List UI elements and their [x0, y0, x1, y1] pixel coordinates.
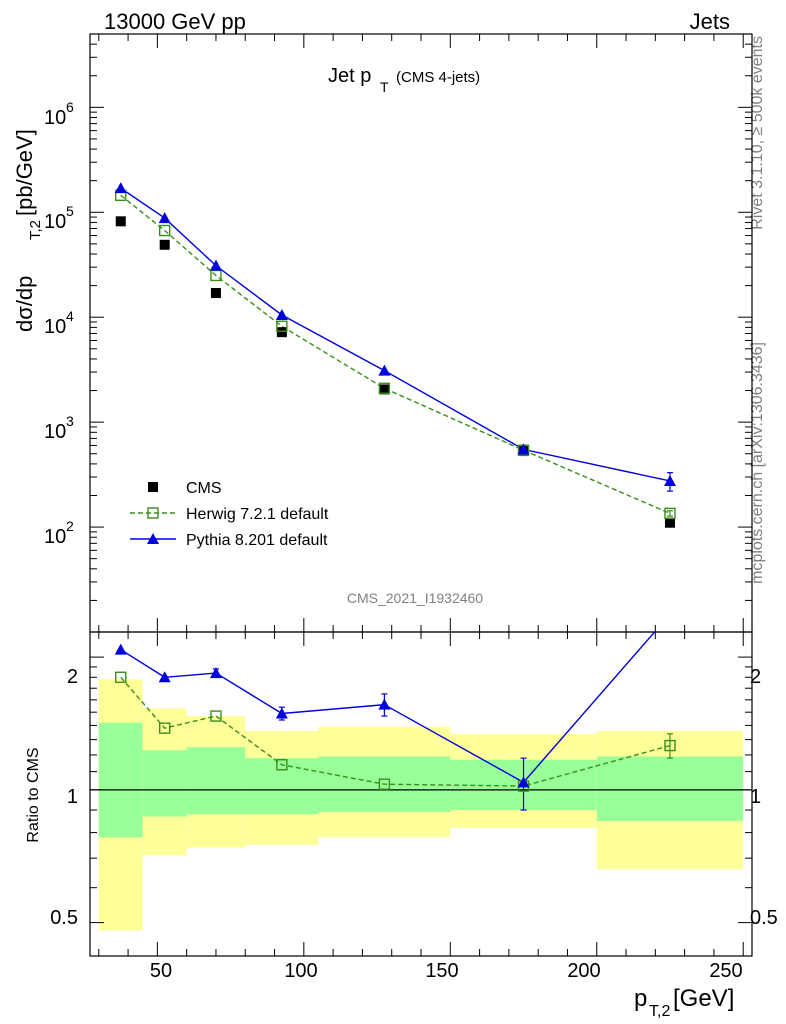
herwig-ratio-point [276, 759, 288, 771]
x-axis-label: p T,2 [GeV] [634, 985, 734, 1020]
main-y-axis-label: dσ/dp T,2 [pb/GeV] [12, 129, 44, 332]
pythia-ratio-point [158, 671, 171, 683]
plot-title: Jet p T (CMS 4-jets) [328, 65, 480, 95]
ratio-y-tick-labels: 0.5 1 2 0.5 1 2 [50, 666, 778, 929]
herwig-ratio-point [378, 778, 391, 790]
herwig-ratio-point [115, 671, 127, 683]
x-tick-50: 50 [150, 960, 172, 982]
ratio-tick-1-right: 1 [750, 786, 761, 808]
y-tick-exp: 3 [66, 413, 74, 429]
herwig-point [378, 382, 391, 395]
herwig-ratio-line [120, 676, 671, 787]
ratio-tick-0p5-left: 0.5 [50, 907, 78, 929]
mcplots-label: mcplots.cern.ch [arXiv:1306.3436] [749, 342, 766, 584]
x-tick-100: 100 [284, 960, 317, 982]
legend-label-herwig: Herwig 7.2.1 default [186, 506, 329, 523]
pythia-ratio-point [209, 667, 222, 679]
analysis-watermark: CMS_2021_I1932460 [347, 590, 483, 606]
legend-marker-cms [148, 482, 158, 492]
rivet-label: Rivet 3.1.10, ≥ 500k events [749, 36, 766, 230]
cms-data-point [379, 384, 390, 395]
pythia-point [209, 259, 222, 271]
uncertainty-band-inner [596, 756, 744, 821]
herwig-line [120, 194, 671, 515]
x-tick-150: 150 [425, 960, 458, 982]
pythia-point [158, 212, 171, 224]
pythia-ratio-point [114, 643, 127, 655]
ratio-tick-2-right: 2 [750, 666, 761, 688]
y-tick-label-1e2: 10 2 [44, 518, 74, 548]
herwig-point [158, 224, 171, 237]
x-tick-250: 250 [709, 960, 742, 982]
cms-data-point [159, 239, 170, 250]
pythia-line [120, 187, 671, 482]
y-tick-base: 10 [44, 211, 66, 233]
pythia-point [378, 364, 391, 376]
legend-marker-pythia [147, 533, 159, 544]
cms-data-point [664, 517, 675, 528]
herwig-point [664, 507, 676, 520]
pythia-ratio-point [378, 698, 391, 710]
xlabel-subscript: T,2 [649, 1003, 670, 1020]
ylabel-unit: [pb/GeV] [12, 129, 37, 216]
legend-label-pythia: Pythia 8.201 default [186, 532, 328, 549]
cms-data-point [276, 327, 287, 338]
y-tick-label-1e6: 10 6 [44, 99, 74, 129]
title-extra: (CMS 4-jets) [396, 69, 480, 86]
cms-data-point [115, 216, 126, 227]
ylabel-text: dσ/dp [12, 276, 37, 332]
y-tick-exp: 4 [66, 308, 74, 324]
ratio-tick-1-left: 1 [67, 786, 78, 808]
xlabel-unit: [GeV] [673, 985, 734, 1012]
ylabel-subscript: T,2 [27, 220, 44, 240]
x-tick-200: 200 [567, 960, 600, 982]
x-tick-labels: 50 100 150 200 250 [150, 960, 743, 982]
uncertainty-band-inner [98, 722, 143, 838]
header-right: Jets [690, 9, 730, 34]
y-tick-label-1e5: 10 5 [44, 203, 74, 233]
cms-data-point [210, 288, 221, 299]
title-subscript: T [380, 79, 389, 95]
pythia-ratio-point [275, 707, 288, 719]
y-tick-label-1e4: 10 4 [44, 308, 74, 338]
y-tick-base: 10 [44, 526, 66, 548]
herwig-ratio-point [158, 722, 171, 734]
pythia-point [517, 443, 530, 455]
ratio-tick-2-left: 2 [67, 666, 78, 688]
legend-marker-herwig [147, 507, 159, 519]
y-tick-base: 10 [44, 107, 66, 129]
herwig-point [276, 320, 288, 332]
y-tick-label-1e3: 10 3 [44, 413, 74, 443]
main-y-tick-labels: 10 2 10 3 10 4 10 5 10 6 [44, 99, 74, 548]
uncertainty-band-inner [142, 750, 187, 817]
uncertainty-band-inner [186, 747, 246, 815]
pythia-point [114, 182, 127, 194]
pythia-ratio-point [517, 776, 530, 788]
ratio-y-axis-label: Ratio to CMS [25, 747, 42, 842]
legend: CMS Herwig 7.2.1 default Pythia 8.201 de… [186, 480, 329, 549]
legend-label-cms: CMS [186, 480, 222, 497]
y-tick-base: 10 [44, 421, 66, 443]
title-main: Jet p [328, 65, 371, 87]
ratio-tick-0p5-right: 0.5 [750, 907, 778, 929]
y-tick-exp: 2 [66, 518, 74, 534]
pythia-point [275, 308, 288, 320]
chart-marks [89, 33, 753, 957]
herwig-ratio-point [664, 739, 676, 752]
y-tick-exp: 5 [66, 203, 74, 219]
xlabel-text: p [634, 985, 647, 1012]
pythia-point [663, 474, 676, 486]
herwig-ratio-point [210, 710, 222, 722]
header-left: 13000 GeV pp [104, 9, 246, 34]
y-tick-exp: 6 [66, 99, 74, 115]
uncertainty-band-inner [245, 758, 319, 815]
y-tick-base: 10 [44, 316, 66, 338]
